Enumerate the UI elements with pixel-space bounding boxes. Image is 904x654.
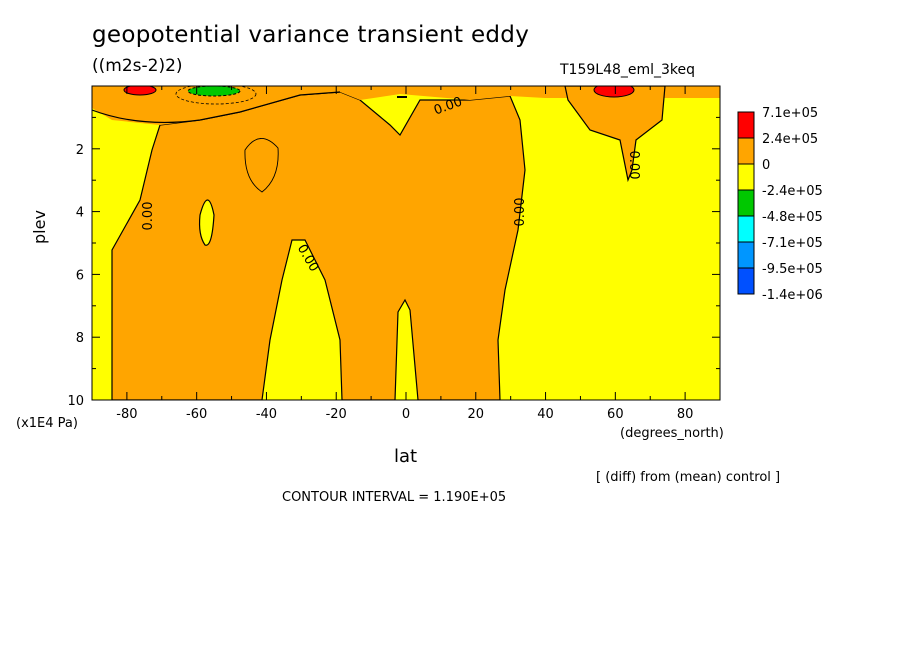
- negative-hole: [198, 199, 215, 246]
- chart-title: geopotential variance transient eddy: [92, 22, 530, 48]
- y-tick-label: 10: [67, 394, 84, 409]
- small-contour: [397, 96, 407, 98]
- colorbar-label: -4.8e+05: [762, 210, 823, 225]
- chart-units: ((m2s-2)2): [92, 56, 183, 76]
- contour-label-group: 0.00: [141, 202, 156, 231]
- y-tick-label: 4: [76, 206, 84, 221]
- colorbar-swatch: [737, 137, 755, 165]
- contour-label: 0.00: [141, 202, 156, 231]
- x-tick-label: -40: [256, 407, 277, 422]
- y-tick-label: 2: [76, 143, 84, 158]
- x-tick-label: -20: [326, 407, 347, 422]
- top-strip: [92, 86, 720, 125]
- x-tick-label: 80: [677, 407, 694, 422]
- colorbar-swatch: [737, 215, 755, 243]
- x-tick-label: 20: [468, 407, 485, 422]
- colorbar-label: 2.4e+05: [762, 132, 818, 147]
- colorbar-swatch: [737, 189, 755, 217]
- contour-labels: 0.00 0.000.000.000.00: [141, 94, 641, 274]
- red-max-left: [123, 86, 157, 96]
- colorbar-label: -2.4e+05: [762, 184, 823, 199]
- x-tick-label: 40: [537, 407, 554, 422]
- x-axis-unit: (degrees_north): [620, 426, 724, 441]
- x-tick-label: 60: [607, 407, 624, 422]
- colorbar-swatch: [737, 241, 755, 269]
- top-contour: [92, 91, 341, 124]
- colorbar-label: 7.1e+05: [762, 106, 818, 121]
- plot-area: [92, 86, 720, 400]
- dashed-contour: [175, 86, 257, 105]
- colorbar-swatch: [737, 111, 755, 139]
- colorbar: 7.1e+05 2.4e+05 0 -2.4e+05 -4.8e+05 -7.1e+05 -…: [737, 106, 823, 303]
- colorbar-label: -1.4e+06: [762, 288, 823, 303]
- contour-interval: CONTOUR INTERVAL = 1.190E+05: [282, 490, 507, 505]
- x-tick-label: -60: [186, 407, 207, 422]
- contour-label-group: 0.00: [626, 151, 641, 180]
- right-lobe: [564, 86, 666, 183]
- x-tick-label: 0: [402, 407, 410, 422]
- x-tick-label: -80: [116, 407, 137, 422]
- y-axis-unit: (x1E4 Pa): [16, 416, 78, 431]
- colorbar-label: 0: [762, 158, 770, 173]
- y-tick-label: 6: [76, 268, 84, 283]
- contour-label-group: 0.00: [513, 198, 528, 227]
- y-tick-label: 8: [76, 331, 84, 346]
- red-max-right: [593, 86, 635, 98]
- inner-contour: [244, 138, 279, 193]
- colorbar-label: -7.1e+05: [762, 236, 823, 251]
- colorbar-swatch: [737, 163, 755, 191]
- axes-ticks: -80 -60 -40 -20 0 20 40 60 80 2 4 6 8 10: [67, 86, 721, 422]
- contour-label: 0.00: [626, 151, 641, 180]
- colorbar-label: -9.5e+05: [762, 262, 823, 277]
- run-id: T159L48_eml_3keq: [560, 62, 696, 78]
- green-min: [187, 86, 241, 97]
- colorbar-swatch: [737, 267, 755, 295]
- contour-label: 0.00: [513, 198, 528, 227]
- x-axis-label: lat: [394, 446, 418, 467]
- diff-note: [ (diff) from (mean) control ]: [596, 470, 781, 485]
